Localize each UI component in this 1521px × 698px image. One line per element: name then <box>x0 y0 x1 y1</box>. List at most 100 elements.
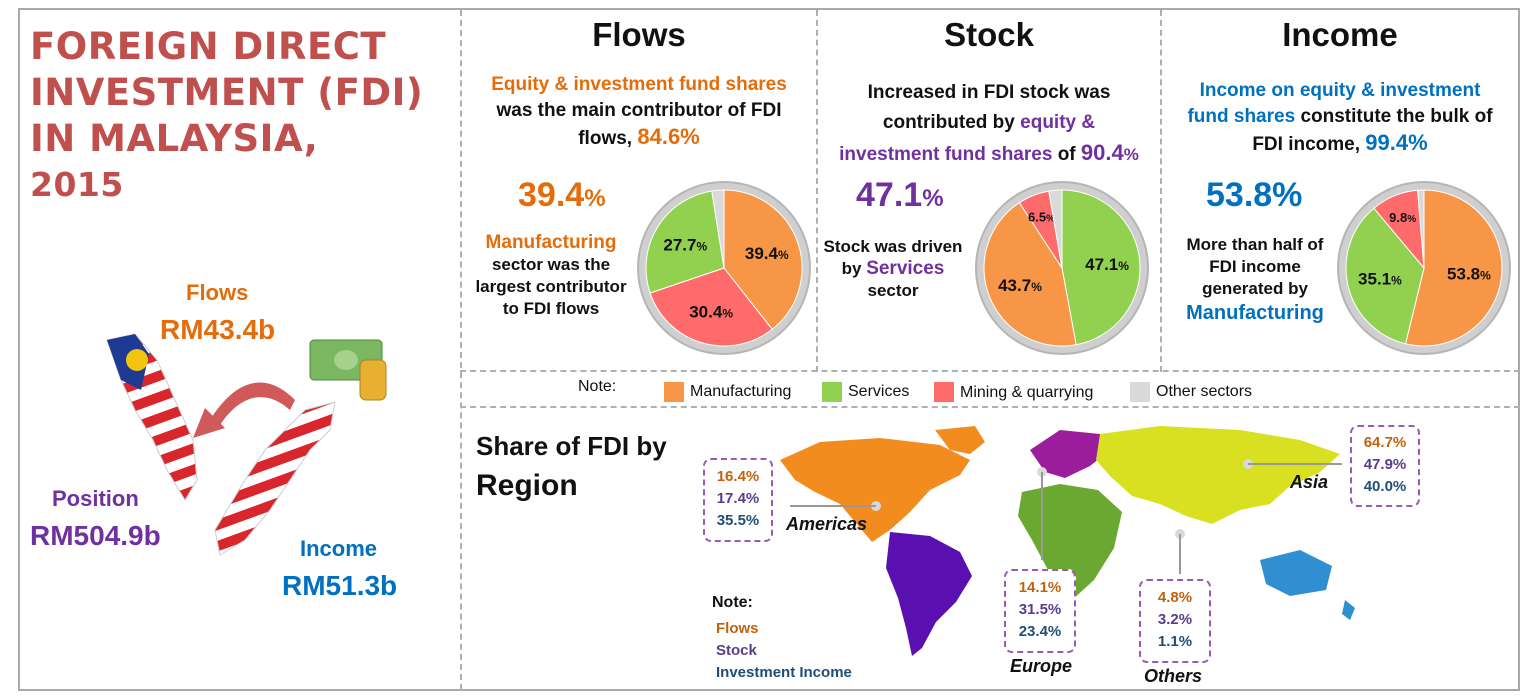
flows-desc-line-2: was the main contributor of FDI <box>496 100 782 121</box>
pie-label-services: 47.1% <box>1085 255 1129 274</box>
stock-desc-line-3a: investment fund shares <box>839 144 1053 165</box>
stock-pie-chart: 47.1% 43.7% 6.5% <box>975 181 1149 355</box>
pie-label-manufacturing: 53.8% <box>1447 264 1491 283</box>
flow-arrow <box>210 382 295 425</box>
others-values-box: 4.8% 3.2% 1.1% <box>1139 579 1211 663</box>
europe-stock: 31.5% <box>1018 601 1062 618</box>
stock-description: Increased in FDI stock was contributed b… <box>818 78 1160 170</box>
africa-shape <box>1018 484 1122 600</box>
income-side-line-2: FDI income <box>1209 257 1301 276</box>
title-line-2: INVESTMENT (FDI) <box>30 71 424 114</box>
coins-icon <box>359 359 387 401</box>
asia-flows: 64.7% <box>1363 434 1407 451</box>
pie-label-services: 35.1% <box>1358 269 1402 288</box>
stock-big-pct: 47.1% <box>856 176 944 215</box>
pie-label-mining-quarrying: 6.5% <box>1028 210 1055 225</box>
legend-note: Note: <box>578 378 617 395</box>
americas-values-box: 16.4% 17.4% 35.5% <box>703 458 773 542</box>
americas-income: 35.5% <box>716 512 760 529</box>
pie-slice-mining-quarrying <box>649 267 773 347</box>
flows-side-text: Manufacturing sector was the largest con… <box>468 232 634 320</box>
pie-slice-manufacturing <box>723 189 803 331</box>
pie-slice-services <box>645 190 725 294</box>
malaysia-map-illustration <box>106 333 387 556</box>
pie-slice-services <box>1345 207 1425 345</box>
income-desc-pct: 99.4% <box>1365 130 1428 155</box>
legend-swatch-manufacturing <box>664 382 684 402</box>
divider-legend-top <box>460 370 1520 372</box>
income-side-highlight: Manufacturing <box>1186 302 1324 324</box>
flows-description: Equity & investment fund shares was the … <box>462 72 816 152</box>
world-map <box>780 426 1355 656</box>
divider-stock-income <box>1160 10 1162 372</box>
asia-label: Asia <box>1290 472 1329 492</box>
others-stock: 3.2% <box>1157 611 1193 628</box>
left-position-value: RM504.9b <box>30 520 161 551</box>
stock-side-highlight: Services <box>866 258 945 279</box>
stock-desc-pct: 90.4 <box>1080 140 1124 165</box>
flows-pie-chart: 39.4% 30.4% 27.7% <box>637 181 811 355</box>
title-line-3: IN MALAYSIA, <box>30 117 319 160</box>
divider-legend-bottom <box>460 406 1520 408</box>
americas-stock: 17.4% <box>716 490 760 507</box>
others-income: 1.1% <box>1157 633 1193 650</box>
stock-desc-line-1: Increased in FDI stock was <box>867 82 1111 103</box>
europe-income: 23.4% <box>1018 623 1062 640</box>
stock-big-pct-value: 47.1 <box>856 176 923 214</box>
legend-swatch-mining <box>934 382 954 402</box>
income-desc-line-2b: constitute the bulk of <box>1300 106 1493 127</box>
asia-income: 40.0% <box>1363 478 1407 495</box>
pie-slice-other-sectors <box>1417 189 1425 269</box>
stock-desc-line-3b: of <box>1057 144 1076 165</box>
europe-values-box: 14.1% 31.5% 23.4% <box>1004 569 1076 653</box>
legend-label-mining: Mining & quarrying <box>960 384 1094 401</box>
income-desc-line-2a: fund shares <box>1187 106 1296 127</box>
australia-shape <box>1260 550 1332 596</box>
legend-swatch-other <box>1130 382 1150 402</box>
income-title: Income <box>1282 16 1398 53</box>
region-title-line-1: Share of FDI by <box>476 431 667 461</box>
pie-label-services: 27.7% <box>663 236 707 255</box>
legend-swatch-services <box>822 382 842 402</box>
divider-flows-stock <box>816 10 818 372</box>
borneo-malaysia-shape <box>214 401 336 556</box>
main-title: FOREIGN DIRECT INVESTMENT (FDI) IN MALAY… <box>30 24 423 208</box>
pie-label-manufacturing: 43.7% <box>998 276 1042 295</box>
stock-desc-line-2a: contributed by <box>882 112 1015 133</box>
region-note-title: Note: <box>712 594 753 611</box>
flows-side-line-2: largest contributor <box>475 277 627 296</box>
left-income-label: Income <box>300 536 378 561</box>
flow-arrowhead <box>193 408 225 438</box>
pie-label-mining-quarrying: 30.4% <box>689 302 733 321</box>
outer-frame <box>18 8 1520 691</box>
europe-flows: 14.1% <box>1018 579 1062 596</box>
pie-slice-other-sectors <box>711 189 725 269</box>
income-desc-line-3: FDI income, <box>1252 134 1360 155</box>
income-description: Income on equity & investment fund share… <box>1162 78 1518 158</box>
flows-desc-line-1: Equity & investment fund shares <box>491 74 787 95</box>
flows-desc-line-3: flows, <box>578 128 633 149</box>
asia-shape <box>1096 426 1340 524</box>
stock-big-pct-sign: % <box>922 185 944 212</box>
region-title: Share of FDI by Region <box>476 426 667 506</box>
south-america-shape <box>886 532 972 656</box>
pie-slice-manufacturing <box>983 201 1077 347</box>
new-zealand-shape <box>1342 600 1355 620</box>
stock-side-line-1: Stock was driven <box>823 237 963 256</box>
asia-values-box: 64.7% 47.9% 40.0% <box>1350 425 1420 507</box>
title-line-1: FOREIGN DIRECT <box>30 25 387 68</box>
divider-left <box>460 10 462 690</box>
stock-title: Stock <box>944 16 1034 53</box>
left-flows-label: Flows <box>186 280 249 305</box>
others-label: Others <box>1144 666 1203 686</box>
stock-desc-line-2b: equity & <box>1020 112 1096 133</box>
greenland-shape <box>935 426 985 454</box>
stock-side-text: Stock was driven by Services sector <box>818 236 968 302</box>
legend-label-manufacturing: Manufacturing <box>690 383 792 400</box>
flows-desc-pct: 84.6% <box>637 124 700 149</box>
flows-big-pct-value: 39.4 <box>518 176 585 214</box>
flag-star <box>126 349 148 371</box>
stock-side-line-2a: by <box>841 259 862 278</box>
income-pie-chart: 53.8% 35.1% 9.8% <box>1337 181 1511 355</box>
left-income-value: RM51.3b <box>282 570 398 601</box>
